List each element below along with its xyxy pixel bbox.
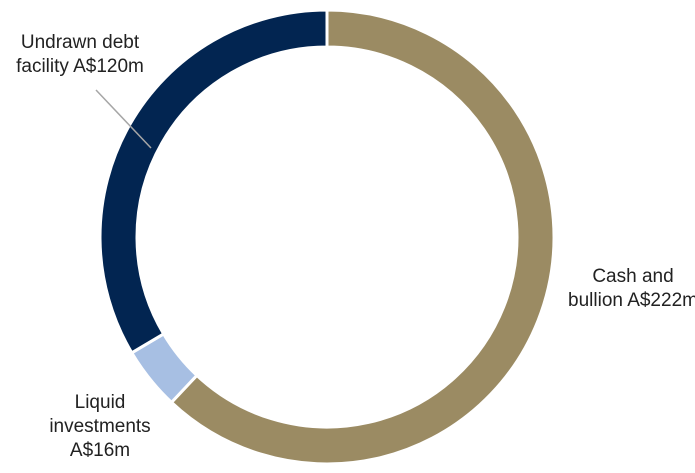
label-cash-and-bullion: Cash and bullion A$222m	[568, 266, 695, 311]
slice-cash-and-bullion	[169, 8, 556, 466]
donut-slices	[98, 8, 556, 466]
label-line: facility A$120m	[16, 56, 144, 77]
label-liquid-investments: Liquid investments A$16m	[49, 392, 150, 461]
label-line: Undrawn debt	[21, 32, 140, 53]
slice-undrawn-debt-facility	[98, 8, 329, 355]
label-undrawn-debt-facility: Undrawn debt facility A$120m	[16, 32, 144, 77]
label-line: A$16m	[70, 440, 130, 461]
label-line: investments	[49, 416, 150, 437]
leader-line-undrawn-debt-facility	[95, 89, 152, 149]
label-line: bullion A$222m	[568, 290, 695, 311]
label-line: Liquid	[75, 392, 126, 413]
donut-labels: Cash and bullion A$222m Liquid investments A…	[16, 32, 695, 461]
label-line: Cash and	[592, 266, 673, 287]
